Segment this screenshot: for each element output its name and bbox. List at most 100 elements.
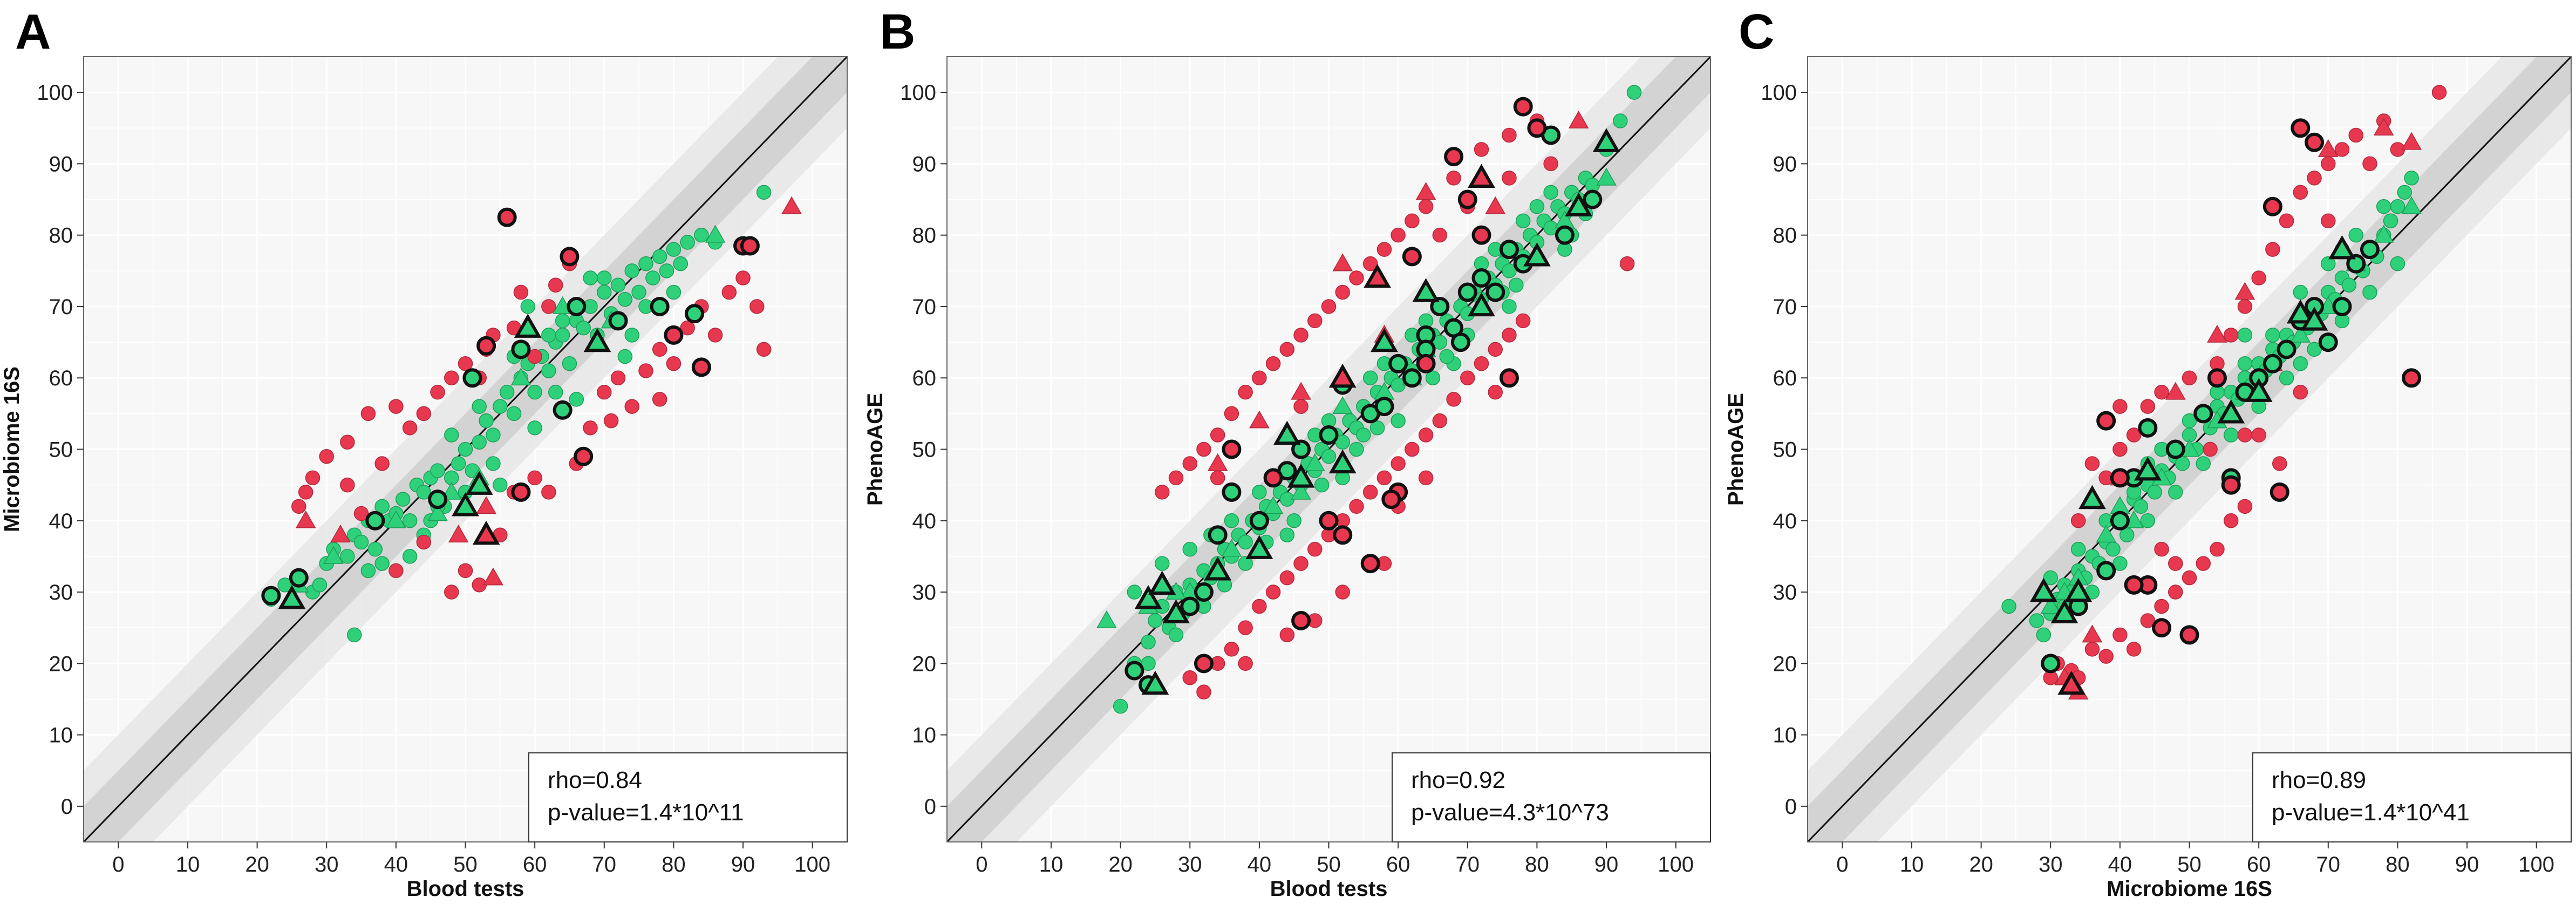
data-point-circle (1125, 661, 1144, 681)
data-point-triangle (2096, 525, 2116, 543)
data-point-circle (2112, 556, 2128, 571)
data-point-circle (548, 384, 563, 400)
data-point-circle (2341, 277, 2357, 293)
data-point-circle (707, 328, 723, 343)
data-point-circle (1485, 282, 1505, 302)
data-point-triangle (2078, 485, 2106, 509)
data-point-circle (1374, 397, 1394, 417)
data-point-circle (2223, 513, 2239, 528)
x-tick-label: 40 (1248, 853, 1272, 876)
data-point-triangle (483, 567, 503, 586)
data-point-circle (451, 456, 466, 471)
data-point-circle (1265, 584, 1281, 600)
data-point-circle (1471, 268, 1491, 288)
x-tick-label: 30 (1178, 853, 1202, 876)
data-point-circle (1293, 556, 1309, 571)
data-point-triangle (452, 492, 479, 516)
data-point-circle (1391, 413, 1406, 429)
data-point-circle (497, 207, 517, 227)
data-point-circle (2036, 627, 2052, 643)
data-point-circle (1376, 242, 1392, 257)
data-point-circle (1196, 441, 1211, 457)
data-point-circle (2383, 213, 2398, 228)
data-point-triangle (1328, 449, 1357, 474)
data-point-circle (1515, 213, 1531, 228)
data-point-circle (513, 284, 529, 300)
data-point-circle (2237, 356, 2253, 371)
data-point-triangle (1415, 182, 1436, 200)
data-point-circle (2105, 541, 2121, 557)
y-axis-title: PhenoAGE (863, 393, 887, 506)
data-point-circle (694, 227, 709, 243)
data-point-circle (340, 434, 355, 450)
stats-box: rho=0.92 p-value=4.3*10^73 (1392, 752, 1711, 842)
data-point-circle (2262, 354, 2282, 373)
stats-rho: rho=0.92 (1411, 767, 1505, 793)
data-point-triangle (278, 584, 306, 609)
data-point-circle (666, 284, 682, 300)
data-point-circle (527, 384, 542, 400)
y-tick-label: 80 (1773, 224, 1797, 248)
data-point-circle (567, 296, 587, 316)
data-point-circle (2168, 485, 2183, 500)
data-point-circle (1555, 225, 1575, 245)
data-point-circle (493, 399, 508, 414)
data-point-circle (735, 270, 751, 286)
data-point-circle (1293, 328, 1309, 343)
data-point-circle (1488, 384, 1503, 400)
data-point-triangle (2134, 456, 2162, 481)
stats-p-value: p-value=1.4*10^11 (548, 799, 744, 826)
data-point-circle (402, 513, 418, 528)
y-tick-label: 20 (49, 652, 73, 676)
data-point-triangle (1523, 242, 1551, 267)
data-point-circle (2265, 328, 2280, 343)
data-point-circle (1210, 470, 1225, 486)
data-point-circle (402, 549, 418, 564)
data-point-triangle (1273, 420, 1301, 445)
data-point-circle (1113, 698, 1128, 714)
stats-box: rho=0.89 p-value=1.4*10^41 (2252, 752, 2572, 842)
data-point-circle (1432, 335, 1448, 350)
x-tick-label: 20 (1969, 853, 1993, 876)
y-tick-label: 40 (1773, 509, 1797, 533)
data-point-circle (2112, 627, 2128, 643)
data-point-circle (1291, 610, 1311, 630)
data-point-circle (360, 406, 376, 422)
data-point-circle (2293, 384, 2308, 400)
data-point-circle (340, 477, 355, 493)
data-point-circle (1439, 349, 1454, 364)
data-point-circle (1286, 513, 1301, 528)
data-point-circle (1474, 356, 1489, 371)
data-point-circle (2390, 199, 2405, 214)
data-point-circle (1488, 342, 1503, 357)
y-tick-label: 100 (900, 81, 936, 105)
data-point-circle (1252, 485, 1267, 500)
data-point-circle (541, 363, 556, 378)
data-point-circle (1502, 328, 1517, 343)
data-point-circle (2307, 171, 2322, 186)
data-point-circle (2334, 142, 2350, 157)
data-point-circle (2154, 384, 2169, 400)
x-tick-label: 60 (523, 853, 547, 876)
y-axis-title: PhenoAGE (1724, 393, 1748, 506)
data-point-circle (462, 368, 482, 388)
data-point-circle (541, 328, 556, 343)
data-point-circle (365, 511, 385, 531)
data-point-triangle (1263, 496, 1284, 514)
data-point-circle (1279, 527, 1295, 542)
data-point-triangle (2328, 235, 2356, 260)
data-point-circle (319, 448, 334, 464)
data-point-circle (597, 270, 612, 286)
data-point-circle (2140, 513, 2156, 528)
data-point-circle (666, 242, 682, 257)
data-point-circle (389, 563, 404, 579)
data-point-circle (1416, 354, 1436, 373)
x-axis-title: Blood tests (407, 877, 524, 901)
data-point-circle (1430, 296, 1450, 316)
data-point-triangle (1592, 128, 1620, 152)
data-point-circle (652, 342, 667, 357)
data-point-circle (1224, 642, 1239, 657)
data-point-circle (1279, 342, 1295, 357)
data-point-circle (520, 299, 536, 314)
